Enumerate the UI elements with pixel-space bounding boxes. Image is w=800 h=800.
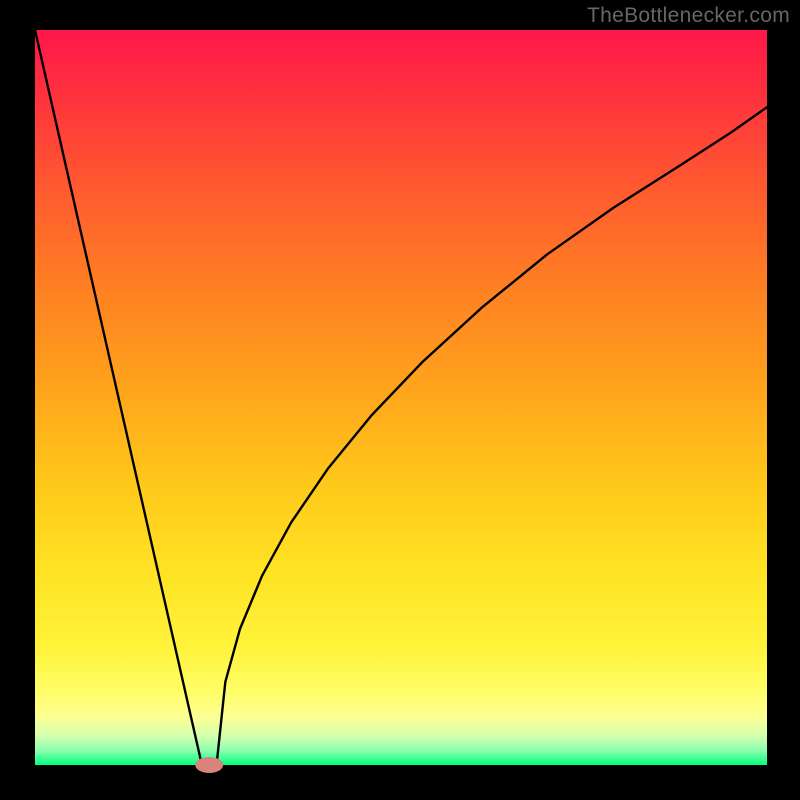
chart-container: TheBottlenecker.com <box>0 0 800 800</box>
bottleneck-chart <box>0 0 800 800</box>
optimum-marker <box>195 757 223 773</box>
plot-area <box>35 30 767 765</box>
watermark-text: TheBottlenecker.com <box>587 4 790 28</box>
